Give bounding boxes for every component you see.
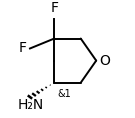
Text: O: O bbox=[99, 54, 110, 68]
Text: F: F bbox=[19, 41, 27, 55]
Text: F: F bbox=[50, 1, 58, 15]
Text: &1: &1 bbox=[58, 89, 71, 99]
Text: H₂N: H₂N bbox=[18, 98, 44, 112]
